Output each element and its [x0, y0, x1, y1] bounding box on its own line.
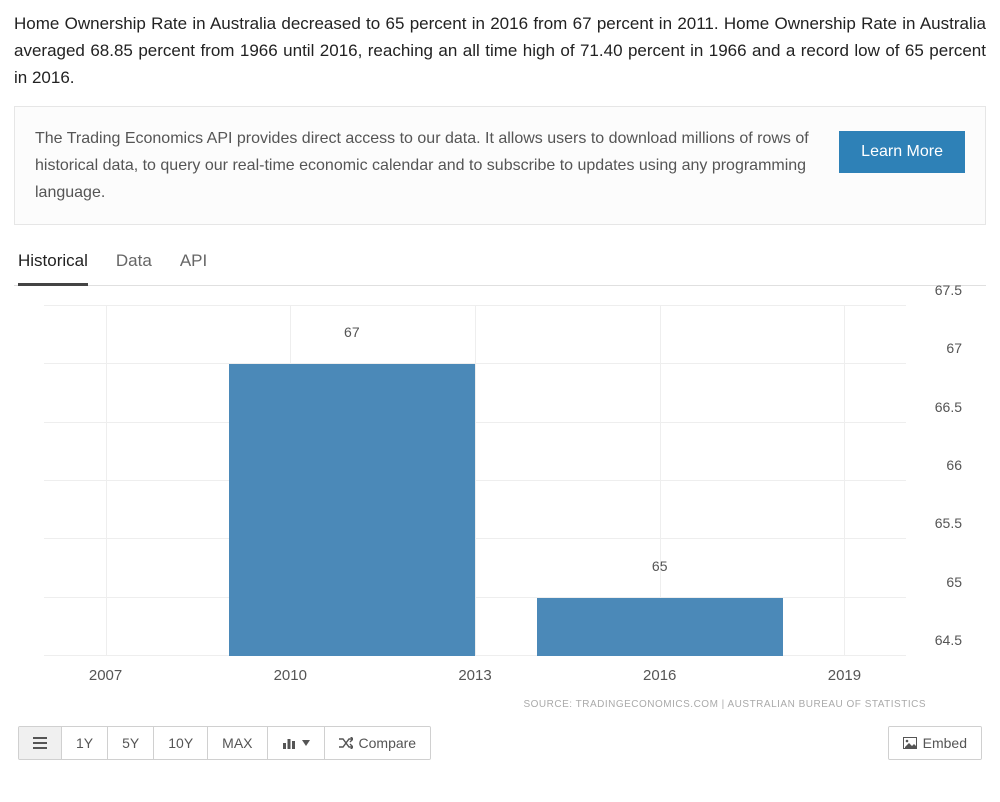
- y-axis-label: 65.5: [935, 515, 962, 531]
- tab-historical[interactable]: Historical: [18, 241, 88, 286]
- x-axis-label: 2013: [458, 667, 491, 684]
- toolbar-left-group: 1Y 5Y 10Y MAX Compare: [18, 726, 431, 760]
- chart-plot-area[interactable]: 2007201020132016201964.56565.56666.56767…: [44, 306, 906, 656]
- image-icon: [903, 737, 917, 749]
- x-axis-label: 2016: [643, 667, 676, 684]
- chart-container: 2007 2010 2013 2016 2019 64.5 65 65.5 66 66.5 67 67…: [14, 296, 986, 716]
- grid-line-vertical: [106, 306, 107, 656]
- x-axis-label: 2007: [89, 667, 122, 684]
- grid-line-vertical: [844, 306, 845, 656]
- list-icon: [33, 737, 47, 749]
- x-axis-label: 2010: [274, 667, 307, 684]
- grid-line-horizontal: [44, 422, 906, 423]
- y-axis-label: 65: [946, 574, 962, 590]
- bar-chart-icon: [282, 737, 296, 749]
- range-max-button[interactable]: MAX: [208, 727, 267, 759]
- embed-label: Embed: [923, 735, 967, 751]
- tab-api[interactable]: API: [180, 241, 207, 285]
- grid-line-horizontal: [44, 363, 906, 364]
- range-5y-button[interactable]: 5Y: [108, 727, 154, 759]
- x-axis-label: 2019: [828, 667, 861, 684]
- grid-line-vertical: [475, 306, 476, 656]
- range-1y-button[interactable]: 1Y: [62, 727, 108, 759]
- range-10y-button[interactable]: 10Y: [154, 727, 208, 759]
- grid-line-horizontal: [44, 538, 906, 539]
- chart-bar[interactable]: [537, 598, 783, 656]
- api-callout: The Trading Economics API provides direc…: [14, 106, 986, 226]
- shuffle-icon: [339, 737, 353, 749]
- tab-bar: Historical Data API: [14, 241, 986, 286]
- bar-value-label: 67: [344, 324, 360, 344]
- toolbar-right-group: Embed: [888, 726, 982, 760]
- y-axis-label: 67.5: [935, 282, 962, 298]
- tab-data[interactable]: Data: [116, 241, 152, 285]
- chart-toolbar: 1Y 5Y 10Y MAX Compare Embed: [14, 716, 986, 760]
- y-axis-label: 67: [946, 340, 962, 356]
- chart-source: SOURCE: TRADINGECONOMICS.COM | AUSTRALIA…: [523, 699, 926, 710]
- bar-value-label: 65: [652, 558, 668, 578]
- intro-paragraph: Home Ownership Rate in Australia decreas…: [14, 10, 986, 92]
- caret-down-icon: [302, 740, 310, 746]
- chart-type-button[interactable]: [268, 727, 325, 759]
- compare-label: Compare: [359, 735, 417, 751]
- y-axis-label: 66.5: [935, 399, 962, 415]
- list-view-button[interactable]: [19, 727, 62, 759]
- y-axis-label: 66: [946, 457, 962, 473]
- api-description: The Trading Economics API provides direc…: [35, 125, 815, 207]
- learn-more-button[interactable]: Learn More: [839, 131, 965, 173]
- embed-button[interactable]: Embed: [889, 727, 981, 759]
- grid-line-horizontal: [44, 305, 906, 306]
- compare-button[interactable]: Compare: [325, 727, 431, 759]
- grid-line-horizontal: [44, 480, 906, 481]
- chart-bar[interactable]: [229, 364, 475, 656]
- y-axis-label: 64.5: [935, 632, 962, 648]
